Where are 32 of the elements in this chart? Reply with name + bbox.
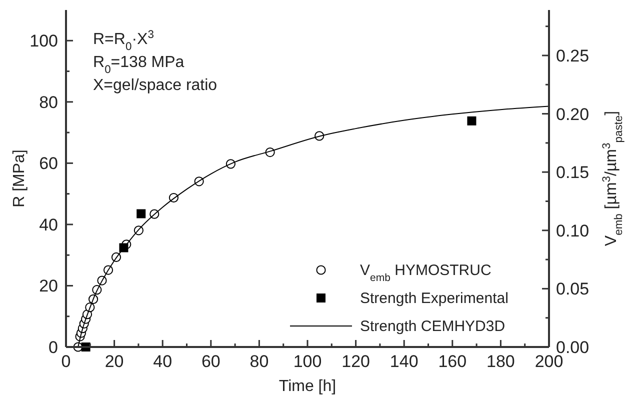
y-axis-title: R [MPa] <box>11 150 28 208</box>
annotation: X=gel/space ratio <box>93 77 218 94</box>
x-tick-label: 100 <box>293 352 322 371</box>
x-tick-label: 140 <box>390 352 418 371</box>
point <box>136 209 146 218</box>
y-tick-label: 100 <box>30 32 58 51</box>
legend-label: Strength Experimental <box>360 290 508 307</box>
y-tick-label: 20 <box>39 276 58 296</box>
y-tick-label: 80 <box>39 92 58 112</box>
legend-label: Strength CEMHYD3D <box>360 318 506 335</box>
y-tick-label: 60 <box>39 154 58 174</box>
x-tick-label: 20 <box>104 352 124 371</box>
point <box>467 116 476 126</box>
y2-tick-label: 0.25 <box>556 46 590 66</box>
annotation: R=R$_{0}$·X$^{3}$ <box>93 29 154 53</box>
x-tick-label: 200 <box>534 352 564 371</box>
y2-tick-label: 0.20 <box>556 104 590 124</box>
x-tick-label: 0 <box>61 352 71 371</box>
x-tick-label: 160 <box>438 352 467 371</box>
y2-tick-label: 0.15 <box>556 163 590 182</box>
x-tick-label: 80 <box>250 352 269 371</box>
x-axis-title: Time [h] <box>278 378 336 395</box>
x-tick-label: 40 <box>153 352 172 371</box>
y-tick-label: 0 <box>48 338 58 357</box>
y2-tick-label: 0.10 <box>556 221 590 240</box>
annotation: R$_{0}$=138 MPa <box>93 54 184 76</box>
x-tick-label: 120 <box>342 352 370 371</box>
x-tick-label: 180 <box>486 352 515 371</box>
y2-tick-label: 0.05 <box>556 280 590 299</box>
legend-label: V$_{emb}$ HYMOSTRUC <box>360 262 492 284</box>
y-tick-label: 40 <box>39 215 58 234</box>
x-tick-label: 60 <box>201 352 220 371</box>
